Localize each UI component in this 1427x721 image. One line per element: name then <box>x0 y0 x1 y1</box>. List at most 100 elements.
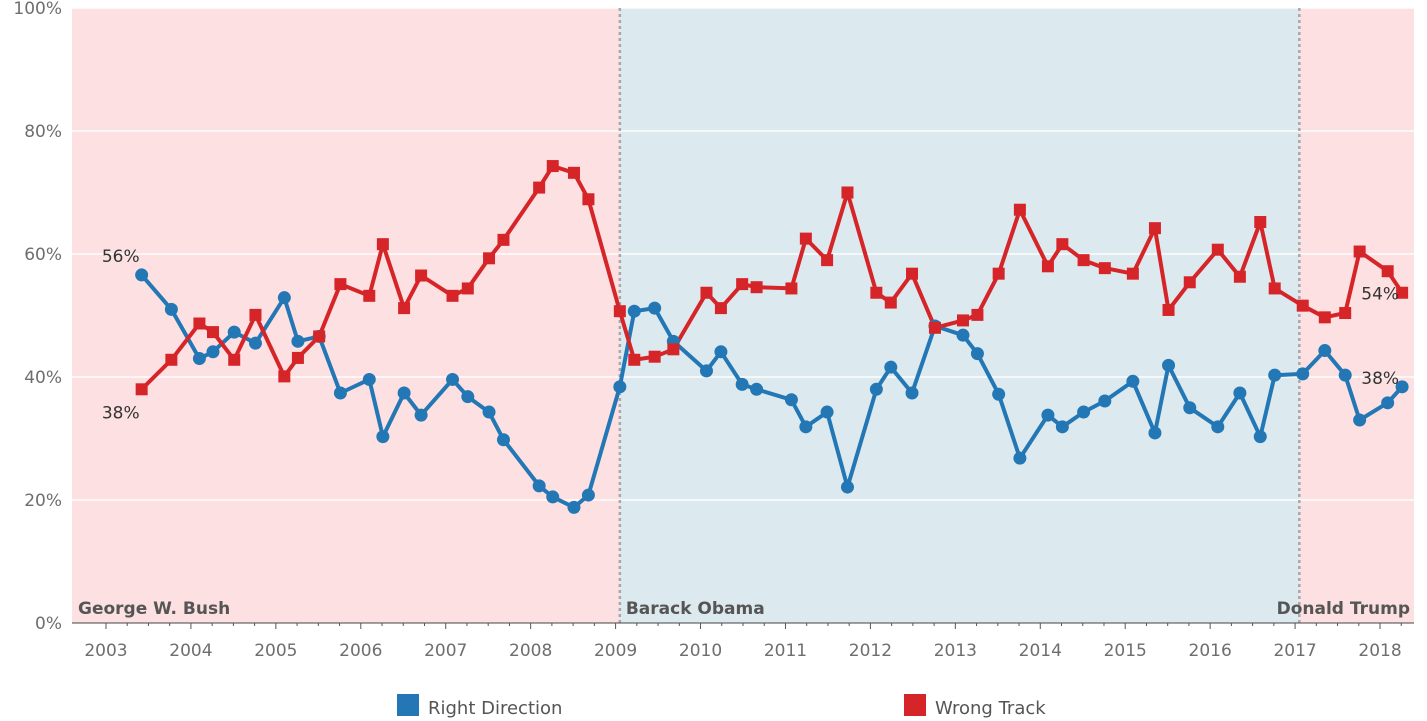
data-point-square <box>1183 276 1196 289</box>
data-label: 54% <box>1361 285 1399 305</box>
data-point-square <box>193 317 206 330</box>
data-point-square <box>483 252 496 265</box>
data-point-circle <box>567 500 581 514</box>
data-point-square <box>165 353 178 366</box>
data-point-circle <box>397 386 411 400</box>
data-point-square <box>376 238 389 251</box>
data-point-square <box>714 302 727 315</box>
data-point-square <box>363 289 376 302</box>
data-point-circle <box>1098 394 1112 408</box>
y-tick-label: 40% <box>24 368 62 388</box>
data-point-square <box>206 326 219 339</box>
data-point-square <box>249 308 262 321</box>
data-point-circle <box>248 336 262 350</box>
data-point-circle <box>750 382 764 396</box>
x-tick-label: 2007 <box>424 641 467 661</box>
data-point-square <box>736 278 749 291</box>
data-point-square <box>884 296 897 309</box>
data-label: 38% <box>1361 369 1399 389</box>
data-point-square <box>1296 299 1309 312</box>
x-tick-label: 2010 <box>679 641 722 661</box>
legend-swatch <box>904 694 926 716</box>
data-point-square <box>1013 203 1026 216</box>
data-point-circle <box>546 490 560 504</box>
data-point-square <box>1211 243 1224 256</box>
data-point-square <box>1056 238 1069 251</box>
data-label: 38% <box>102 403 140 423</box>
data-point-circle <box>699 364 713 378</box>
data-point-square <box>461 282 474 295</box>
data-point-circle <box>581 488 595 502</box>
data-point-circle <box>1183 401 1197 415</box>
data-point-square <box>992 267 1005 280</box>
data-point-circle <box>613 380 627 394</box>
data-point-circle <box>1381 396 1395 410</box>
data-point-square <box>1148 222 1161 235</box>
data-point-circle <box>1233 386 1247 400</box>
data-point-square <box>567 166 580 179</box>
x-tick-label: 2017 <box>1273 641 1316 661</box>
data-point-square <box>334 278 347 291</box>
data-point-circle <box>820 405 834 419</box>
data-point-square <box>841 186 854 199</box>
data-point-square <box>582 193 595 206</box>
data-point-circle <box>446 372 460 386</box>
data-point-circle <box>192 352 206 366</box>
x-tick-label: 2011 <box>764 641 807 661</box>
era-band-0 <box>72 8 620 623</box>
data-point-circle <box>905 386 919 400</box>
data-point-square <box>956 314 969 327</box>
data-point-circle <box>1148 426 1162 440</box>
data-point-circle <box>869 382 883 396</box>
y-tick-label: 20% <box>24 491 62 511</box>
data-point-circle <box>532 479 546 493</box>
data-point-square <box>928 321 941 334</box>
data-point-circle <box>970 347 984 361</box>
legend-swatch <box>397 694 419 716</box>
data-point-circle <box>291 334 305 348</box>
data-point-square <box>291 351 304 364</box>
data-point-square <box>546 160 559 173</box>
data-point-square <box>1396 286 1409 299</box>
data-point-circle <box>884 360 898 374</box>
data-point-circle <box>135 268 149 282</box>
axes: 0% 20% 40% 60% 80% 100% 2003 2004 2005 2006 2007 20… <box>13 0 1414 661</box>
data-point-circle <box>627 304 641 318</box>
data-label: 56% <box>102 247 140 267</box>
data-point-square <box>667 343 680 356</box>
y-tick-label: 80% <box>24 122 62 142</box>
data-point-circle <box>1395 380 1409 394</box>
data-point-square <box>135 383 148 396</box>
x-tick-label: 2014 <box>1019 641 1062 661</box>
data-point-square <box>1126 267 1139 280</box>
y-tick-label: 0% <box>35 614 62 634</box>
data-point-circle <box>1211 420 1225 434</box>
x-tick-label: 2016 <box>1189 641 1232 661</box>
x-tick-label: 2008 <box>509 641 552 661</box>
data-point-square <box>1318 311 1331 324</box>
data-point-circle <box>735 377 749 391</box>
data-point-square <box>700 286 713 299</box>
x-tick-label: 2013 <box>934 641 977 661</box>
era-band-2 <box>1299 8 1414 623</box>
data-point-square <box>1339 307 1352 320</box>
data-point-circle <box>482 405 496 419</box>
data-point-square <box>415 269 428 282</box>
x-tick-label: 2015 <box>1104 641 1147 661</box>
data-point-circle <box>1318 344 1332 358</box>
data-point-square <box>1268 282 1281 295</box>
data-point-square <box>785 282 798 295</box>
data-point-square <box>398 302 411 315</box>
era-label: Donald Trump <box>1277 599 1410 619</box>
x-tick-label: 2018 <box>1358 641 1401 661</box>
data-point-square <box>821 254 834 267</box>
data-point-circle <box>1041 408 1055 422</box>
data-point-circle <box>784 393 798 407</box>
era-label: Barack Obama <box>626 599 765 619</box>
data-point-circle <box>164 302 178 316</box>
data-point-square <box>906 267 919 280</box>
data-point-square <box>497 233 510 246</box>
gridlines <box>72 7 1414 501</box>
data-point-circle <box>1268 368 1282 382</box>
